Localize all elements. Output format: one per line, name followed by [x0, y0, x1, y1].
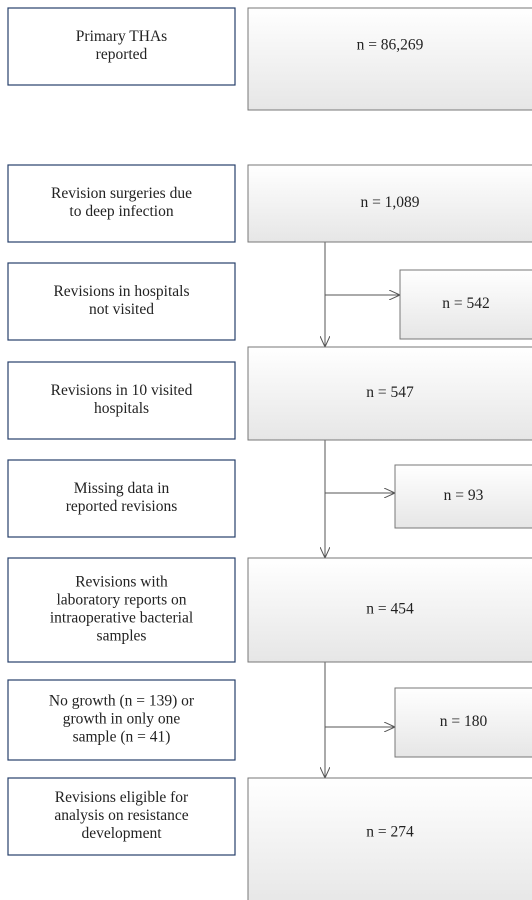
box	[7, 459, 236, 538]
count-box: n = 86,269	[247, 7, 532, 111]
box	[7, 679, 236, 761]
box	[247, 164, 532, 243]
box	[7, 7, 236, 86]
box	[7, 557, 236, 663]
label-text: sample (n = 41)	[73, 729, 171, 746]
label-text: hospitals	[94, 400, 149, 417]
count-box: n = 547	[247, 346, 532, 441]
count-box: n = 93	[394, 464, 532, 529]
label-text: analysis on resistance	[54, 807, 188, 824]
count-text: n = 93	[444, 487, 484, 504]
label-text: samples	[97, 628, 147, 645]
box	[394, 464, 532, 529]
box	[247, 777, 532, 900]
connectors	[325, 242, 400, 778]
label-text: not visited	[89, 301, 154, 318]
label-text: intraoperative bacterial	[50, 610, 193, 627]
count-box: n = 274	[247, 777, 532, 900]
label-text: reported	[96, 46, 148, 63]
count-box: n = 1,089	[247, 164, 532, 243]
label-text: reported revisions	[66, 498, 177, 515]
label-text: development	[81, 825, 162, 842]
label-text: Revisions eligible for	[55, 789, 189, 806]
label-text: Revision surgeries due	[51, 185, 192, 202]
count-text: n = 454	[366, 601, 414, 618]
count-box: n = 454	[247, 557, 532, 663]
box	[247, 346, 532, 441]
box	[399, 269, 532, 340]
label-text: growth in only one	[63, 711, 181, 728]
box	[394, 687, 532, 758]
count-box: n = 180	[394, 687, 532, 758]
label-text: laboratory reports on	[57, 592, 187, 609]
count-text: n = 180	[440, 713, 488, 730]
label-text: Revisions with	[75, 574, 168, 591]
label-text: Primary THAs	[76, 28, 167, 45]
box	[7, 262, 236, 341]
label-text: Missing data in	[74, 480, 170, 497]
count-text: n = 542	[442, 295, 490, 312]
label-text: Revisions in 10 visited	[51, 382, 193, 399]
box	[7, 361, 236, 440]
box	[7, 777, 236, 856]
box	[247, 7, 532, 111]
box	[7, 164, 236, 243]
count-text: n = 274	[366, 824, 414, 841]
count-text: n = 86,269	[357, 37, 424, 54]
box	[247, 557, 532, 663]
count-text: n = 547	[366, 384, 414, 401]
label-text: to deep infection	[69, 203, 173, 220]
label-text: No growth (n = 139) or	[49, 693, 195, 710]
label-text: Revisions in hospitals	[53, 283, 189, 300]
count-box: n = 542	[399, 269, 532, 340]
count-text: n = 1,089	[360, 194, 419, 211]
